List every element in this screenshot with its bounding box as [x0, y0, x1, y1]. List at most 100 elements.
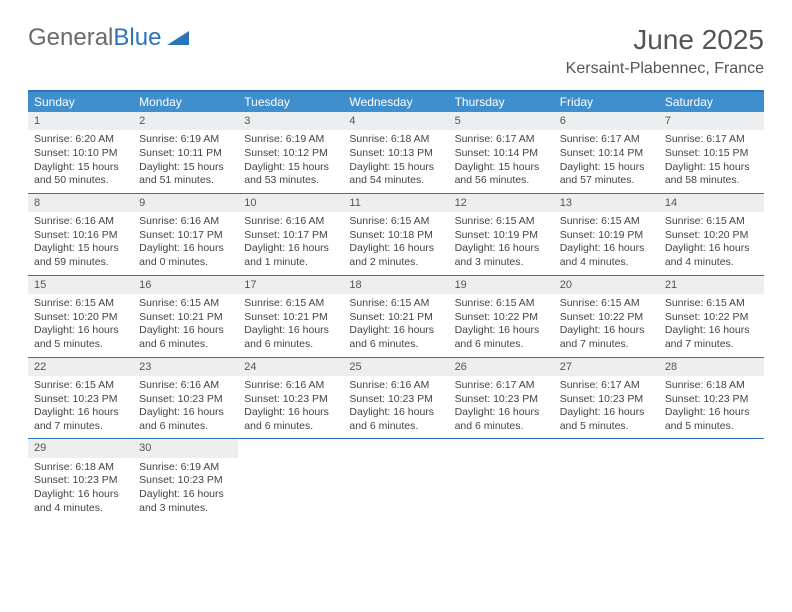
- daylight-line: Daylight: 16 hours and 5 minutes.: [34, 324, 127, 351]
- daylight-line: Daylight: 16 hours and 3 minutes.: [455, 242, 548, 269]
- day-body: Sunrise: 6:16 AMSunset: 10:17 PMDaylight…: [133, 212, 238, 275]
- day-body: Sunrise: 6:19 AMSunset: 10:12 PMDaylight…: [238, 130, 343, 193]
- day-number: 4: [343, 112, 448, 130]
- sunset-line: Sunset: 10:22 PM: [455, 311, 548, 325]
- day-number: 13: [554, 194, 659, 212]
- day-number: 26: [449, 358, 554, 376]
- weeks-container: 1Sunrise: 6:20 AMSunset: 10:10 PMDayligh…: [28, 112, 764, 520]
- sunset-line: Sunset: 10:23 PM: [349, 393, 442, 407]
- day-cell: 10Sunrise: 6:16 AMSunset: 10:17 PMDaylig…: [238, 194, 343, 275]
- sunrise-line: Sunrise: 6:15 AM: [665, 297, 758, 311]
- sunset-line: Sunset: 10:20 PM: [34, 311, 127, 325]
- week-row: 29Sunrise: 6:18 AMSunset: 10:23 PMDaylig…: [28, 439, 764, 520]
- sunrise-line: Sunrise: 6:15 AM: [455, 215, 548, 229]
- day-cell: 13Sunrise: 6:15 AMSunset: 10:19 PMDaylig…: [554, 194, 659, 275]
- sunrise-line: Sunrise: 6:15 AM: [455, 297, 548, 311]
- calendar-grid: Sunday Monday Tuesday Wednesday Thursday…: [28, 90, 764, 520]
- day-of-week-header: Sunday Monday Tuesday Wednesday Thursday…: [28, 92, 764, 112]
- empty-cell: [554, 439, 659, 520]
- sunrise-line: Sunrise: 6:20 AM: [34, 133, 127, 147]
- sunset-line: Sunset: 10:23 PM: [244, 393, 337, 407]
- dow-tue: Tuesday: [238, 92, 343, 112]
- daylight-line: Daylight: 16 hours and 0 minutes.: [139, 242, 232, 269]
- day-number: 24: [238, 358, 343, 376]
- day-number: 27: [554, 358, 659, 376]
- dow-fri: Friday: [554, 92, 659, 112]
- sunrise-line: Sunrise: 6:17 AM: [665, 133, 758, 147]
- sunset-line: Sunset: 10:19 PM: [455, 229, 548, 243]
- day-number: 11: [343, 194, 448, 212]
- daylight-line: Daylight: 15 hours and 51 minutes.: [139, 161, 232, 188]
- daylight-line: Daylight: 16 hours and 3 minutes.: [139, 488, 232, 515]
- day-number: 14: [659, 194, 764, 212]
- day-cell: 24Sunrise: 6:16 AMSunset: 10:23 PMDaylig…: [238, 358, 343, 439]
- day-cell: 18Sunrise: 6:15 AMSunset: 10:21 PMDaylig…: [343, 276, 448, 357]
- daylight-line: Daylight: 16 hours and 7 minutes.: [34, 406, 127, 433]
- title-block: June 2025 Kersaint-Plabennec, France: [566, 24, 764, 78]
- sunset-line: Sunset: 10:17 PM: [244, 229, 337, 243]
- week-row: 22Sunrise: 6:15 AMSunset: 10:23 PMDaylig…: [28, 358, 764, 440]
- day-cell: 2Sunrise: 6:19 AMSunset: 10:11 PMDayligh…: [133, 112, 238, 193]
- sunrise-line: Sunrise: 6:16 AM: [34, 215, 127, 229]
- day-body: Sunrise: 6:19 AMSunset: 10:23 PMDaylight…: [133, 458, 238, 521]
- day-number: 19: [449, 276, 554, 294]
- sunrise-line: Sunrise: 6:16 AM: [244, 215, 337, 229]
- day-body: Sunrise: 6:16 AMSunset: 10:23 PMDaylight…: [238, 376, 343, 439]
- day-body: Sunrise: 6:18 AMSunset: 10:23 PMDaylight…: [28, 458, 133, 521]
- day-cell: 11Sunrise: 6:15 AMSunset: 10:18 PMDaylig…: [343, 194, 448, 275]
- day-body: Sunrise: 6:15 AMSunset: 10:21 PMDaylight…: [343, 294, 448, 357]
- header: GeneralBlue June 2025 Kersaint-Plabennec…: [28, 24, 764, 78]
- day-body: Sunrise: 6:15 AMSunset: 10:18 PMDaylight…: [343, 212, 448, 275]
- daylight-line: Daylight: 15 hours and 57 minutes.: [560, 161, 653, 188]
- day-cell: 19Sunrise: 6:15 AMSunset: 10:22 PMDaylig…: [449, 276, 554, 357]
- sunrise-line: Sunrise: 6:16 AM: [349, 379, 442, 393]
- daylight-line: Daylight: 15 hours and 50 minutes.: [34, 161, 127, 188]
- day-number: 1: [28, 112, 133, 130]
- empty-cell: [449, 439, 554, 520]
- day-number: 22: [28, 358, 133, 376]
- daylight-line: Daylight: 15 hours and 59 minutes.: [34, 242, 127, 269]
- logo: GeneralBlue: [28, 24, 189, 52]
- sunrise-line: Sunrise: 6:17 AM: [560, 133, 653, 147]
- logo-text-2: Blue: [113, 24, 161, 52]
- day-cell: 25Sunrise: 6:16 AMSunset: 10:23 PMDaylig…: [343, 358, 448, 439]
- sunrise-line: Sunrise: 6:17 AM: [560, 379, 653, 393]
- sunset-line: Sunset: 10:21 PM: [139, 311, 232, 325]
- day-cell: 12 Sunrise: 6:15 AMSunset: 10:19 PMDaylig…: [449, 194, 554, 275]
- sunset-line: Sunset: 10:11 PM: [139, 147, 232, 161]
- day-cell: 5Sunrise: 6:17 AMSunset: 10:14 PMDayligh…: [449, 112, 554, 193]
- sunset-line: Sunset: 10:17 PM: [139, 229, 232, 243]
- day-number: 12: [449, 194, 554, 212]
- sunrise-line: Sunrise: 6:16 AM: [139, 215, 232, 229]
- day-number: 7: [659, 112, 764, 130]
- sunrise-line: Sunrise: 6:15 AM: [349, 297, 442, 311]
- sunset-line: Sunset: 10:22 PM: [665, 311, 758, 325]
- day-body: Sunrise: 6:16 AMSunset: 10:16 PMDaylight…: [28, 212, 133, 275]
- sunset-line: Sunset: 10:13 PM: [349, 147, 442, 161]
- day-number: 16: [133, 276, 238, 294]
- daylight-line: Daylight: 16 hours and 5 minutes.: [560, 406, 653, 433]
- day-cell: 23Sunrise: 6:16 AMSunset: 10:23 PMDaylig…: [133, 358, 238, 439]
- day-body: Sunrise: 6:20 AMSunset: 10:10 PMDaylight…: [28, 130, 133, 193]
- day-number: 10: [238, 194, 343, 212]
- day-cell: 9Sunrise: 6:16 AMSunset: 10:17 PMDayligh…: [133, 194, 238, 275]
- sunset-line: Sunset: 10:12 PM: [244, 147, 337, 161]
- day-number: 25: [343, 358, 448, 376]
- sunset-line: Sunset: 10:20 PM: [665, 229, 758, 243]
- day-cell: 20Sunrise: 6:15 AMSunset: 10:22 PMDaylig…: [554, 276, 659, 357]
- day-number: 21: [659, 276, 764, 294]
- day-body: Sunrise: 6:16 AMSunset: 10:23 PMDaylight…: [343, 376, 448, 439]
- dow-thu: Thursday: [449, 92, 554, 112]
- sunrise-line: Sunrise: 6:18 AM: [349, 133, 442, 147]
- day-cell: 21Sunrise: 6:15 AMSunset: 10:22 PMDaylig…: [659, 276, 764, 357]
- page-subtitle: Kersaint-Plabennec, France: [566, 60, 764, 78]
- day-cell: 22Sunrise: 6:15 AMSunset: 10:23 PMDaylig…: [28, 358, 133, 439]
- sunset-line: Sunset: 10:14 PM: [455, 147, 548, 161]
- day-number: 30: [133, 439, 238, 457]
- empty-cell: [659, 439, 764, 520]
- sunrise-line: Sunrise: 6:18 AM: [34, 461, 127, 475]
- day-body: Sunrise: 6:17 AMSunset: 10:14 PMDaylight…: [554, 130, 659, 193]
- day-cell: 14Sunrise: 6:15 AMSunset: 10:20 PMDaylig…: [659, 194, 764, 275]
- sunset-line: Sunset: 10:23 PM: [34, 474, 127, 488]
- day-body: Sunrise: 6:16 AMSunset: 10:23 PMDaylight…: [133, 376, 238, 439]
